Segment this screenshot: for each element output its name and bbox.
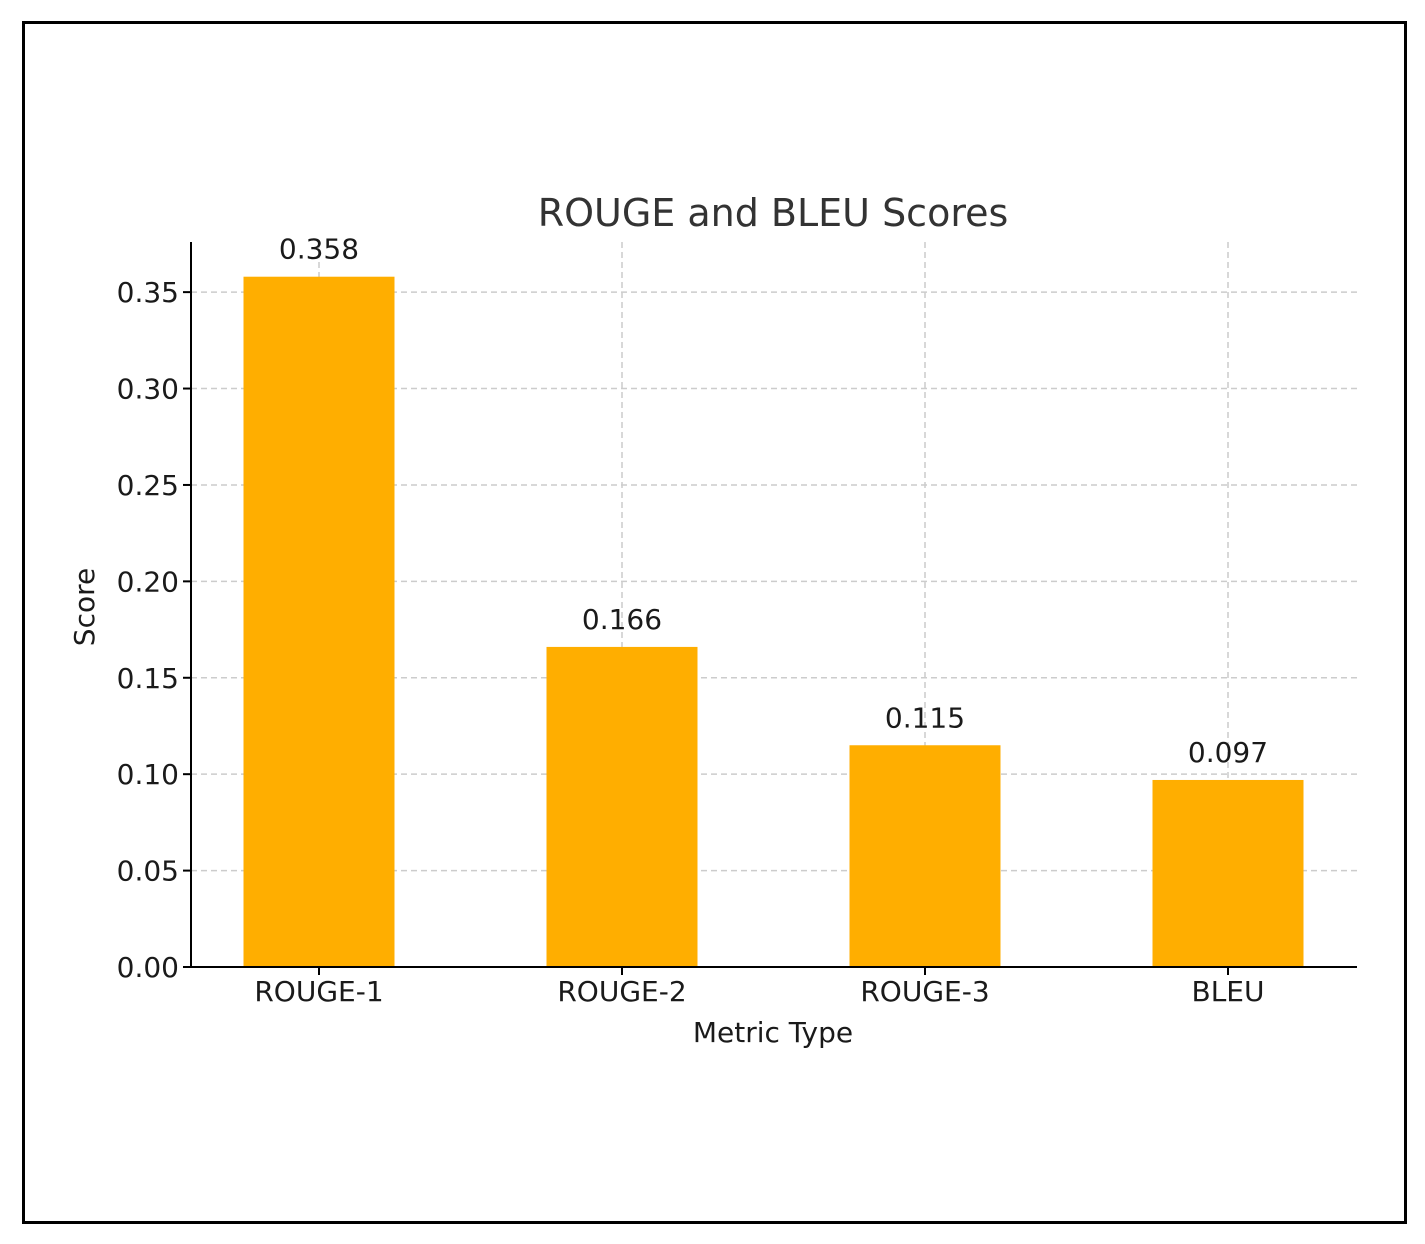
chart-title: ROUGE and BLEU Scores [538, 191, 1009, 235]
y-tick-label: 0.00 [117, 951, 179, 984]
y-axis-label: Score [68, 568, 101, 646]
label-layer: 0.00 0.05 0.10 0.15 0.20 0.25 0.30 0.35 0.358 ROU… [117, 233, 1268, 1008]
y-tick-label: 0.30 [117, 373, 179, 406]
axis-layer [183, 242, 1357, 975]
x-tick-label: ROUGE-2 [557, 975, 686, 1008]
y-tick-label: 0.05 [117, 855, 179, 888]
bar [243, 276, 395, 967]
bar-value-label: 0.358 [279, 233, 359, 266]
y-tick-label: 0.20 [117, 565, 179, 598]
bar [546, 646, 698, 967]
y-tick-label: 0.35 [117, 276, 179, 309]
chart-frame [22, 21, 1407, 1224]
x-axis-label: Metric Type [693, 1016, 853, 1049]
y-tick-label: 0.25 [117, 469, 179, 502]
y-tick-label: 0.15 [117, 662, 179, 695]
x-tick-label: BLEU [1192, 975, 1265, 1008]
bar-value-label: 0.097 [1188, 736, 1268, 769]
bar-value-label: 0.115 [885, 701, 965, 734]
bar-value-label: 0.166 [582, 603, 662, 636]
bar [1152, 779, 1304, 967]
bar-layer [243, 276, 1304, 967]
x-tick-label: ROUGE-3 [860, 975, 989, 1008]
x-tick-label: ROUGE-1 [254, 975, 383, 1008]
bar [849, 745, 1001, 967]
y-tick-label: 0.10 [117, 758, 179, 791]
